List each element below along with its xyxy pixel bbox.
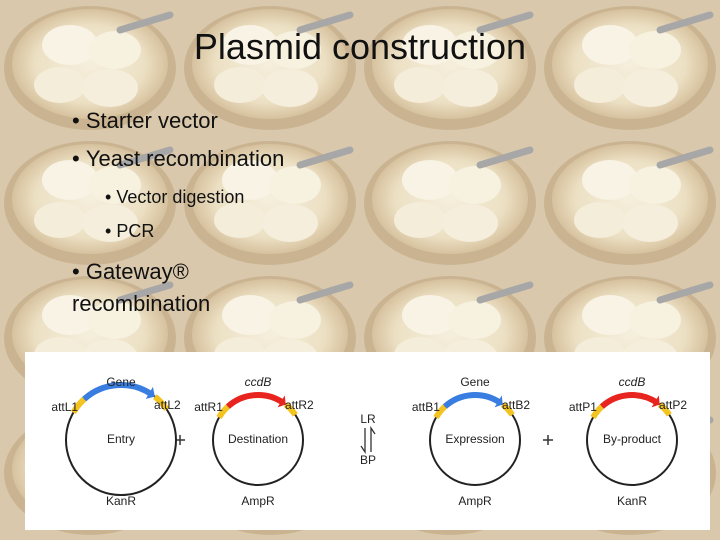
right-site: attR2	[285, 398, 314, 412]
att-site	[590, 404, 604, 420]
cassette-arrow	[277, 395, 286, 408]
bullet: Gateway® recombination	[72, 256, 272, 320]
left-site: attB1	[412, 400, 440, 414]
att-site	[433, 404, 447, 420]
marker-label: KanR	[106, 494, 136, 508]
name-box	[592, 431, 672, 449]
right-site: attL2	[154, 398, 181, 412]
cassette	[82, 382, 154, 402]
att-site	[70, 396, 87, 415]
marker-label: KanR	[617, 494, 647, 508]
slide-title: Plasmid construction	[193, 26, 527, 67]
right-site: attP2	[659, 398, 687, 412]
plasmid-name: By-product	[603, 432, 662, 446]
cassette	[225, 392, 285, 409]
left-site: attR1	[194, 400, 223, 414]
cassette-arrow	[651, 395, 660, 408]
name-box	[81, 431, 161, 449]
forward-reaction: LR	[360, 412, 376, 426]
att-site	[283, 402, 298, 417]
marker-label: AmpR	[458, 494, 492, 508]
plasmid-name: Destination	[228, 432, 288, 446]
bullet: Starter vector	[72, 108, 218, 134]
cassette-arrow	[494, 395, 503, 408]
name-box	[218, 431, 298, 449]
gene-label: Gene	[460, 375, 490, 389]
bullet: Yeast recombination	[72, 146, 285, 172]
att-site	[500, 402, 515, 417]
reverse-reaction: BP	[360, 453, 376, 467]
sub-bullet: PCR	[105, 221, 154, 242]
cassette-arrow	[145, 386, 155, 399]
sub-bullet: Vector digestion	[105, 187, 244, 208]
left-site: attP1	[569, 400, 597, 414]
gene-label: ccdB	[245, 375, 272, 389]
att-site	[657, 402, 672, 417]
name-box	[435, 431, 515, 449]
left-site: attL1	[51, 400, 78, 414]
plasmid-name: Entry	[107, 432, 135, 446]
marker-label: AmpR	[241, 494, 275, 508]
right-site: attB2	[502, 398, 530, 412]
att-site	[216, 404, 230, 420]
gene-label: ccdB	[619, 375, 646, 389]
att-site	[152, 394, 170, 412]
cassette	[442, 392, 502, 409]
plasmid-name: Expression	[445, 432, 504, 446]
equilibrium-arrows	[360, 425, 376, 455]
gene-label: Gene	[106, 375, 136, 389]
cassette	[599, 392, 659, 409]
